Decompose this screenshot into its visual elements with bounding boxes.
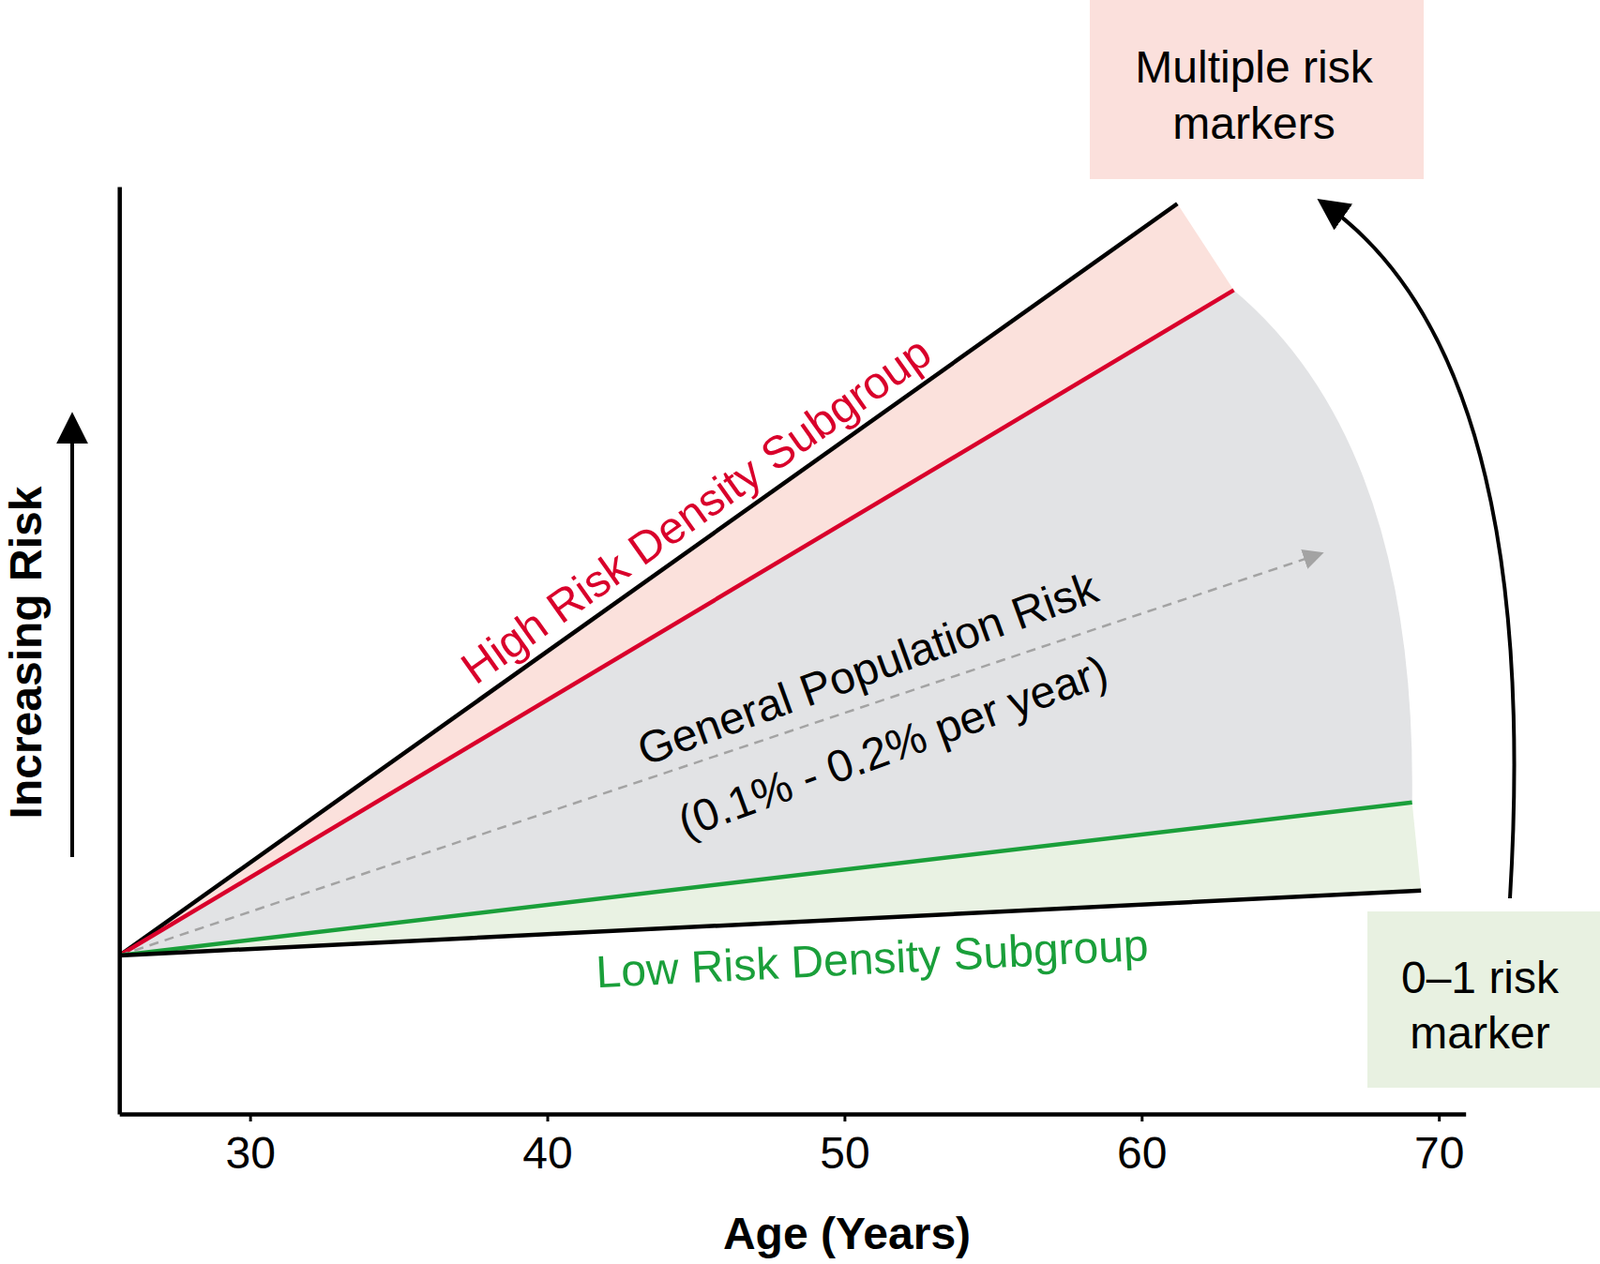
x-tick: 60 — [1116, 1114, 1167, 1178]
plot-area — [119, 203, 1421, 956]
x-tick-mark — [843, 1114, 846, 1122]
y-axis — [119, 187, 121, 1116]
series-label: Low Risk Density Subgroup — [594, 920, 1150, 997]
x-tick: 70 — [1414, 1114, 1465, 1178]
x-tick-mark — [1140, 1114, 1144, 1122]
x-tick: 30 — [225, 1114, 275, 1178]
curved-arrow — [1322, 202, 1515, 899]
series-label: High Risk Density Subgroup — [452, 327, 940, 695]
y-axis-line — [117, 187, 122, 1116]
series-line — [119, 802, 1412, 956]
x-tick-label: 40 — [522, 1128, 573, 1178]
x-tick-label: 70 — [1414, 1128, 1465, 1178]
x-axis: 30 40 50 60 70 — [120, 1114, 1467, 1178]
chart: 30 40 50 60 70 Age (Years) Increasing Risk High… — [0, 0, 1600, 1264]
annotation-line: markers — [1172, 98, 1335, 149]
x-axis-line — [120, 1112, 1467, 1117]
series-line — [119, 289, 1234, 956]
x-tick-label: 60 — [1116, 1128, 1167, 1178]
x-tick-label: 50 — [819, 1128, 870, 1178]
risk-band — [119, 802, 1421, 956]
annotation-line: 0–1 risk — [1401, 952, 1560, 1003]
annotation: 0–1 riskmarker — [1401, 952, 1560, 1058]
annotation-line: marker — [1409, 1008, 1550, 1058]
series-line — [119, 203, 1178, 956]
y-axis-arrow — [70, 418, 75, 858]
y-axis-title: Increasing Risk — [0, 485, 51, 819]
x-tick-mark — [1437, 1114, 1441, 1122]
x-tick: 40 — [522, 1114, 573, 1178]
annotation-box — [1367, 911, 1600, 1088]
annotation-box — [1089, 0, 1424, 180]
x-tick-label: 30 — [225, 1128, 275, 1178]
x-axis-title: Age (Years) — [723, 1208, 971, 1259]
x-tick: 50 — [819, 1114, 870, 1178]
annotation: Multiple risk markers — [1134, 42, 1374, 149]
annotation-line: Multiple risk — [1134, 42, 1374, 92]
series-line — [119, 554, 1320, 956]
x-tick-mark — [546, 1114, 550, 1122]
x-tick-mark — [249, 1114, 253, 1122]
annotation: (0.1% - 0.2% per year) — [671, 646, 1115, 848]
